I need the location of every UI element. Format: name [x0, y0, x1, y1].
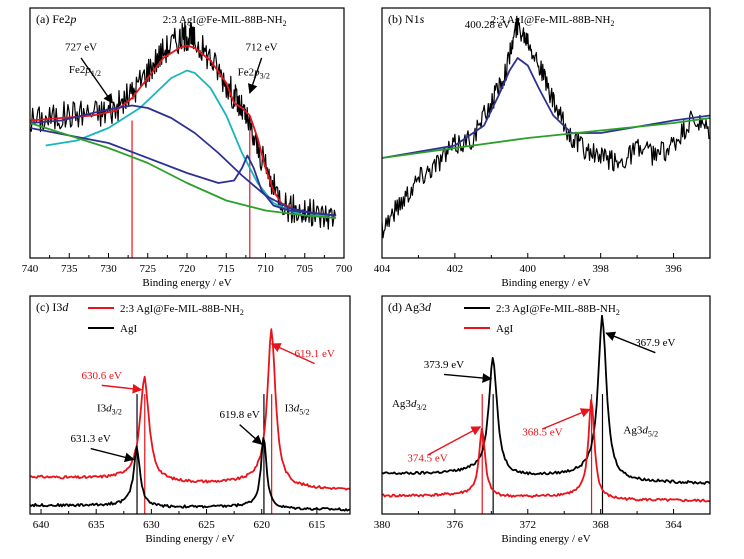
x-tick-label-b-0: 404	[374, 263, 391, 275]
annotation-d-0: 373.9 eV	[424, 359, 464, 371]
chart-panel-c: 640 635 630 625 620 615 Binding energy / eV (c)…	[29, 295, 351, 545]
plot-frame-d	[381, 295, 711, 515]
annotation-d-1: 367.9 eV	[635, 337, 675, 349]
annotation-arrow-a-1	[247, 57, 263, 94]
annotation-b-0: 400.28 eV	[465, 19, 511, 31]
orbital-label-a-1: Fe2p3/2	[238, 67, 270, 81]
plot-frame-c	[29, 295, 351, 515]
panel-label-b: (b) N1s	[388, 12, 425, 26]
series-line-a-3	[30, 104, 337, 217]
annotation-arrow-c-2	[239, 424, 263, 445]
x-tick-label-b-1: 402	[447, 263, 464, 275]
x-tick-label-b-4: 396	[665, 263, 682, 275]
x-axis-label-b: Binding energy / eV	[501, 277, 590, 289]
x-tick-label-a-1: 735	[61, 263, 78, 275]
legend-label-d-1: AgI	[496, 323, 513, 335]
x-tick-label-d-1: 376	[447, 519, 464, 531]
x-tick-label-c-2: 630	[143, 519, 160, 531]
series-line-d-1	[382, 399, 710, 503]
annotation-c-2: 619.8 eV	[219, 409, 259, 421]
orbital-label-d-1: Ag3d5/2	[623, 424, 658, 438]
orbital-label-c-0: I3d3/2	[97, 403, 122, 417]
x-tick-label-c-1: 635	[88, 519, 105, 531]
x-tick-label-d-3: 368	[592, 519, 609, 531]
series-line-a-1	[30, 44, 337, 217]
series-line-b-2	[382, 117, 710, 159]
plot-frame-b	[381, 7, 711, 259]
orbital-label-a-0: Fe2p1/2	[69, 64, 101, 78]
annotation-arrow-c-3	[90, 447, 135, 463]
plot-area-d	[382, 314, 710, 514]
series-line-a-2	[45, 69, 329, 217]
annotation-arrow-d-1	[605, 331, 656, 354]
x-tick-label-d-2: 372	[520, 519, 537, 531]
x-tick-label-a-5: 715	[218, 263, 235, 275]
orbital-label-d-0: Ag3d3/2	[392, 398, 427, 412]
plot-area-b	[382, 15, 710, 239]
chart-panel-d: 380 376 372 368 364 Binding energy / eV (d) Ag…	[374, 295, 711, 545]
x-tick-label-c-5: 615	[309, 519, 326, 531]
annotation-arrow-d-0	[443, 373, 493, 383]
x-axis-label-a: Binding energy / eV	[142, 277, 231, 289]
series-line-b-1	[382, 57, 710, 159]
orbital-label-c-1: I3d5/2	[285, 403, 310, 417]
plot-area-c	[30, 328, 350, 514]
series-line-b-0	[382, 15, 710, 239]
series-line-d-0	[382, 314, 710, 485]
x-tick-label-d-4: 364	[665, 519, 682, 531]
series-line-c-1	[30, 437, 350, 512]
x-tick-label-c-0: 640	[33, 519, 50, 531]
series-line-c-0	[30, 328, 350, 491]
legend-label-c-0: 2:3 AgI@Fe-MIL-88B-NH2	[120, 303, 244, 317]
panel-label-d: (d) Ag3d	[388, 300, 432, 314]
x-tick-label-a-3: 725	[140, 263, 157, 275]
sample-label-a: 2:3 AgI@Fe-MIL-88B-NH2	[163, 14, 287, 28]
annotation-c-0: 630.6 eV	[82, 370, 122, 382]
annotation-c-1: 619.1 eV	[295, 348, 335, 360]
annotation-arrow-c-0	[101, 383, 143, 394]
x-axis-label-d: Binding energy / eV	[501, 533, 590, 545]
x-tick-label-a-4: 720	[179, 263, 196, 275]
annotation-c-3: 631.3 eV	[71, 433, 111, 445]
x-tick-label-a-7: 705	[297, 263, 314, 275]
x-tick-label-a-0: 740	[22, 263, 39, 275]
sample-label-b: 2:3 AgI@Fe-MIL-88B-NH2	[491, 14, 615, 28]
chart-panel-a: 740 735 730 725 720 715 710 705 700 Binding energ…	[22, 7, 353, 289]
x-tick-label-c-4: 620	[253, 519, 270, 531]
annotation-a-0: 727 eV	[65, 42, 97, 54]
x-tick-label-d-0: 380	[374, 519, 391, 531]
annotation-d-2: 374.5 eV	[407, 453, 447, 465]
series-line-a-4	[30, 127, 337, 217]
legend-label-d-0: 2:3 AgI@Fe-MIL-88B-NH2	[496, 303, 620, 317]
panel-label-c: (c) I3d	[36, 300, 69, 314]
chart-panel-b: 404 402 400 398 396 Binding energy / eV (b) N1…	[374, 7, 711, 289]
series-line-a-5	[30, 122, 337, 219]
x-tick-label-a-6: 710	[257, 263, 274, 275]
plot-area-a	[30, 21, 337, 258]
x-tick-label-b-3: 398	[592, 263, 609, 275]
annotation-arrow-d-2	[427, 426, 482, 456]
annotation-arrow-c-1	[270, 343, 315, 365]
legend-label-c-1: AgI	[120, 323, 137, 335]
annotation-d-3: 368.5 eV	[522, 427, 562, 439]
annotation-a-1: 712 eV	[246, 42, 278, 54]
x-tick-label-a-2: 730	[100, 263, 117, 275]
panel-label-a: (a) Fe2p	[36, 12, 76, 26]
x-tick-label-a-8: 700	[336, 263, 353, 275]
annotation-arrow-a-0	[80, 57, 113, 104]
x-tick-label-b-2: 400	[520, 263, 537, 275]
x-axis-label-c: Binding energy / eV	[145, 533, 234, 545]
x-tick-label-c-3: 625	[198, 519, 215, 531]
annotation-arrow-d-3	[542, 408, 591, 430]
